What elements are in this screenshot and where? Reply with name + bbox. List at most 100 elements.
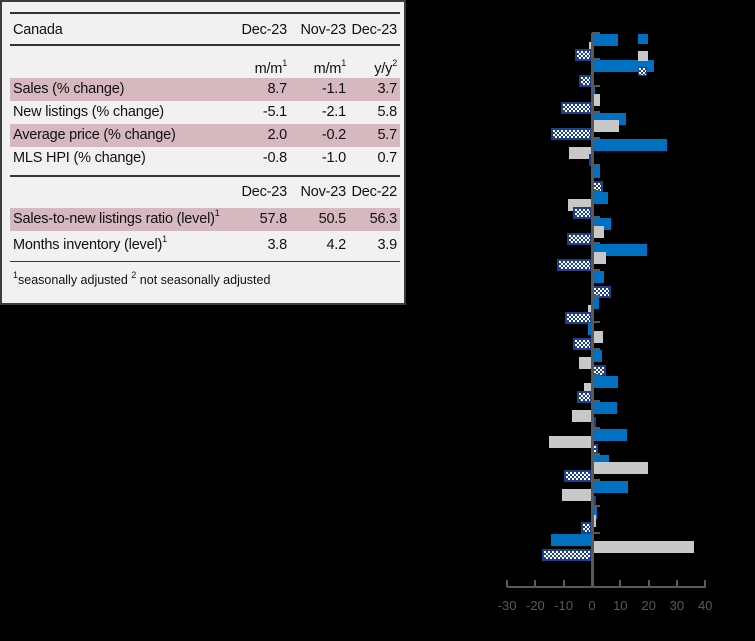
row-value: -5.1 (262, 104, 287, 120)
header-period-3: Dec-23 (351, 22, 397, 38)
bar-series-2 (577, 390, 592, 403)
header-period-2: Nov-23 (300, 22, 346, 38)
row-value: 3.8 (267, 237, 287, 253)
category-tick (592, 426, 600, 429)
bar-series-1 (592, 251, 607, 264)
category-tick (592, 531, 600, 534)
table-mid-rule (10, 175, 400, 177)
bar-series-1 (587, 304, 592, 317)
bar-series-0 (592, 165, 601, 178)
bar-series-1 (548, 436, 592, 448)
summary-table-panel: Canada Dec-23 Nov-23 Dec-23 m/m1 m/m1 y/… (0, 0, 406, 305)
level-period-3: Dec-22 (351, 184, 397, 200)
table-units-row: m/m1 m/m1 y/y2 (10, 58, 400, 81)
x-tick (619, 580, 622, 587)
bar-series-2 (565, 312, 592, 324)
x-tick-label: -10 (554, 598, 574, 613)
x-tick (704, 580, 707, 587)
unit-1: m/m1 (254, 58, 288, 77)
bar-series-2 (556, 259, 592, 272)
bar-series-2 (575, 49, 592, 61)
category-tick (592, 110, 600, 113)
category-tick (592, 295, 600, 297)
level-period-1: Dec-23 (241, 184, 287, 200)
bar-series-1 (562, 488, 592, 501)
x-tick-label: 40 (697, 598, 713, 613)
bar-series-2 (550, 127, 592, 140)
bar-series-0 (592, 270, 604, 283)
row-value: -2.1 (321, 104, 346, 120)
unit-3: y/y2 (374, 58, 397, 77)
x-axis-line (507, 586, 706, 588)
bar-series-2 (563, 469, 592, 482)
x-tick (506, 580, 509, 587)
x-tick (647, 580, 650, 587)
x-tick (534, 580, 537, 587)
category-tick (592, 137, 600, 140)
table-header-rule (10, 44, 400, 46)
table-bottom-rule (10, 261, 400, 262)
row-value: 5.8 (377, 104, 397, 120)
zero-axis-line (591, 33, 594, 588)
legend-swatch-blue (638, 34, 648, 44)
row-label: MLS HPI (% change) (13, 150, 146, 166)
bar-series-0 (592, 507, 597, 520)
category-tick (592, 58, 600, 61)
category-tick (592, 505, 600, 508)
row-value: 8.7 (267, 81, 287, 97)
row-value: -1.1 (321, 81, 346, 97)
unit-2: m/m1 (313, 58, 347, 77)
row-value: 2.0 (267, 127, 287, 143)
bar-series-1 (592, 541, 695, 554)
bar-series-1 (592, 120, 619, 133)
legend-swatch-hatched (638, 67, 647, 76)
table-top-rule (10, 12, 400, 14)
row-value: -1.0 (321, 150, 346, 166)
x-tick-label: 0 (588, 598, 596, 613)
category-tick (592, 242, 600, 245)
header-period-1: Dec-23 (241, 22, 287, 38)
category-tick (592, 216, 600, 219)
bar-series-2 (566, 233, 592, 246)
bar-series-2 (573, 338, 592, 351)
x-tick-label: -20 (525, 598, 545, 613)
table-row-sales: Sales (% change) 8.7 -1.1 3.7 (10, 78, 400, 101)
bar-series-1 (578, 357, 592, 370)
bar-series-1 (592, 94, 601, 107)
bar-series-0 (592, 428, 628, 441)
bar-series-0 (592, 349, 602, 362)
bar-series-0 (592, 297, 600, 309)
bar-series-1 (592, 462, 649, 475)
x-tick-label: -30 (497, 598, 517, 613)
bar-series-0 (592, 375, 619, 388)
x-tick-label: 30 (669, 598, 685, 613)
bar-series-2 (573, 206, 592, 219)
bar-series-1 (569, 146, 592, 159)
category-tick (592, 163, 600, 166)
bar-series-0 (592, 34, 619, 46)
category-tick (592, 268, 600, 271)
bar-series-0 (592, 139, 667, 152)
bar-series-0 (592, 481, 628, 494)
level-period-2: Nov-23 (300, 184, 346, 200)
bar-series-1 (592, 330, 604, 343)
table-title: Canada (13, 22, 63, 38)
legend-swatch-grey (638, 51, 648, 61)
x-tick (562, 580, 565, 587)
bar-series-0 (587, 323, 592, 336)
x-tick-label: 20 (641, 598, 656, 613)
category-tick (592, 452, 600, 455)
bar-series-1 (592, 225, 604, 238)
table-row-average-price: Average price (% change) 2.0 -0.2 5.7 (10, 124, 400, 147)
table-row-months-inventory: Months inventory (level)1 3.8 4.2 3.9 (10, 234, 400, 257)
row-value: 0.7 (377, 150, 397, 166)
bar-series-0 (550, 533, 592, 546)
bar-series-1 (584, 383, 592, 396)
row-value: 4.2 (326, 237, 346, 253)
table-footnote: 1seasonally adjusted 2 not seasonally ad… (13, 270, 271, 287)
row-value: 5.7 (377, 127, 397, 143)
category-tick (592, 479, 600, 482)
bar-series-2 (580, 522, 592, 535)
category-tick (592, 32, 600, 34)
